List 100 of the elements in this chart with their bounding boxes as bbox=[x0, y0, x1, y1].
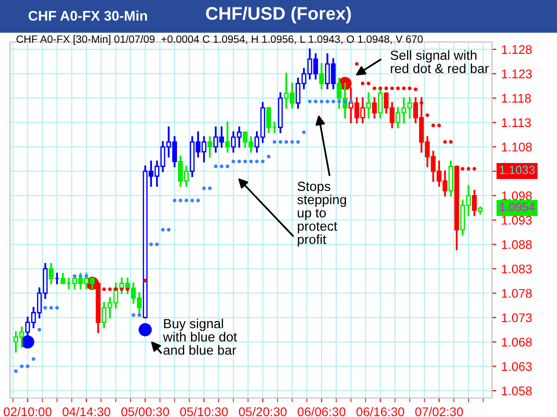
point bbox=[326, 100, 330, 104]
point bbox=[120, 287, 124, 292]
point bbox=[43, 306, 48, 310]
x-tick-label: 05/00:30 bbox=[121, 407, 170, 416]
candlestick bbox=[472, 190, 477, 216]
x-tick-label: 06/06:30 bbox=[298, 407, 346, 416]
point bbox=[302, 130, 306, 134]
point bbox=[460, 166, 464, 171]
candlestick bbox=[319, 63, 324, 90]
x-tick-label: 02/10:00 bbox=[4, 407, 52, 416]
point bbox=[266, 154, 270, 158]
point bbox=[132, 313, 136, 317]
point bbox=[149, 242, 153, 246]
point bbox=[232, 160, 236, 164]
chart-subtitle: CHF A0-FX 30-Min bbox=[28, 10, 147, 21]
point bbox=[426, 113, 430, 117]
point bbox=[243, 160, 247, 164]
y-tick-label: 1.063 bbox=[502, 362, 532, 371]
y-tick-label: 1.128 bbox=[502, 45, 532, 54]
point bbox=[84, 274, 88, 278]
point bbox=[126, 287, 130, 292]
point bbox=[26, 364, 30, 368]
y-tick-label: 1.123 bbox=[502, 70, 532, 78]
point bbox=[49, 306, 53, 310]
text: 1.0954 bbox=[500, 202, 535, 212]
y-tick-label: 1.068 bbox=[502, 338, 532, 347]
point bbox=[437, 124, 441, 128]
point bbox=[414, 87, 418, 92]
point bbox=[255, 160, 259, 164]
point bbox=[308, 100, 312, 104]
point bbox=[237, 160, 242, 164]
point bbox=[155, 242, 159, 246]
y-tick-label: 1.093 bbox=[502, 216, 532, 225]
point bbox=[14, 369, 18, 374]
point bbox=[390, 86, 394, 90]
y-tick-label: 1.098 bbox=[502, 191, 532, 200]
point bbox=[443, 140, 447, 144]
point bbox=[354, 62, 359, 66]
point bbox=[102, 287, 106, 292]
y-tick-label: 1.078 bbox=[502, 288, 532, 298]
point bbox=[272, 140, 276, 144]
point bbox=[384, 86, 388, 90]
text: 1.1033 bbox=[500, 166, 535, 174]
point bbox=[320, 100, 324, 104]
point bbox=[372, 86, 376, 90]
point bbox=[114, 287, 118, 292]
point bbox=[202, 186, 206, 190]
point bbox=[290, 140, 294, 144]
point bbox=[172, 198, 176, 202]
candlestick bbox=[372, 97, 377, 118]
point bbox=[166, 228, 171, 232]
point bbox=[278, 140, 282, 144]
y-tick-label: 1.108 bbox=[502, 142, 532, 152]
point bbox=[137, 313, 142, 317]
annotation: Stops stepping up to protect profit bbox=[297, 182, 346, 247]
point bbox=[108, 287, 112, 292]
x-tick-label: 06/16:30 bbox=[356, 407, 404, 416]
point bbox=[331, 100, 336, 104]
point bbox=[449, 140, 453, 144]
annotation: CHF A0-FX [30-Min] 01/07/09 +0.0004 C 1.0954, H 1.0956, L 1.0943, O 1.0948, V 670 bbox=[16, 35, 423, 45]
point bbox=[220, 164, 224, 168]
x-tick-label: 04/14:30 bbox=[62, 407, 110, 416]
point bbox=[208, 186, 212, 190]
point bbox=[249, 160, 253, 164]
point bbox=[337, 100, 342, 104]
point bbox=[466, 166, 470, 171]
x-tick-label: 07/02:30 bbox=[415, 407, 463, 416]
y-tick-label: 1.118 bbox=[502, 94, 531, 103]
point bbox=[349, 100, 353, 104]
y-tick-label: 1.073 bbox=[502, 313, 532, 322]
point bbox=[366, 82, 370, 86]
x-tick-label: 05/10:30 bbox=[180, 407, 228, 416]
point bbox=[32, 357, 36, 361]
point bbox=[214, 164, 218, 168]
y-tick-label: 1.088 bbox=[502, 240, 532, 250]
point bbox=[396, 86, 400, 90]
y-tick-label: 1.083 bbox=[502, 264, 532, 274]
candlestick bbox=[225, 122, 230, 153]
point bbox=[138, 323, 152, 336]
annotation: Sell signal with red dot & red bar bbox=[390, 50, 489, 74]
point bbox=[420, 101, 424, 105]
point bbox=[284, 140, 288, 144]
point bbox=[472, 166, 476, 171]
point bbox=[20, 364, 24, 368]
point bbox=[178, 198, 182, 202]
point bbox=[408, 86, 412, 90]
point bbox=[260, 160, 265, 164]
candlestick bbox=[207, 136, 212, 158]
point bbox=[184, 198, 188, 202]
point bbox=[160, 228, 165, 232]
point bbox=[402, 86, 406, 90]
candlestick bbox=[48, 262, 54, 284]
chart-title: CHF/USD (Forex) bbox=[206, 6, 351, 24]
y-tick-label: 1.113 bbox=[502, 118, 531, 128]
point bbox=[38, 328, 42, 332]
point bbox=[431, 124, 436, 128]
point bbox=[196, 198, 200, 202]
point bbox=[226, 164, 230, 168]
annotation: Buy signal with blue dot and blue bar bbox=[162, 318, 237, 355]
point bbox=[55, 306, 59, 310]
